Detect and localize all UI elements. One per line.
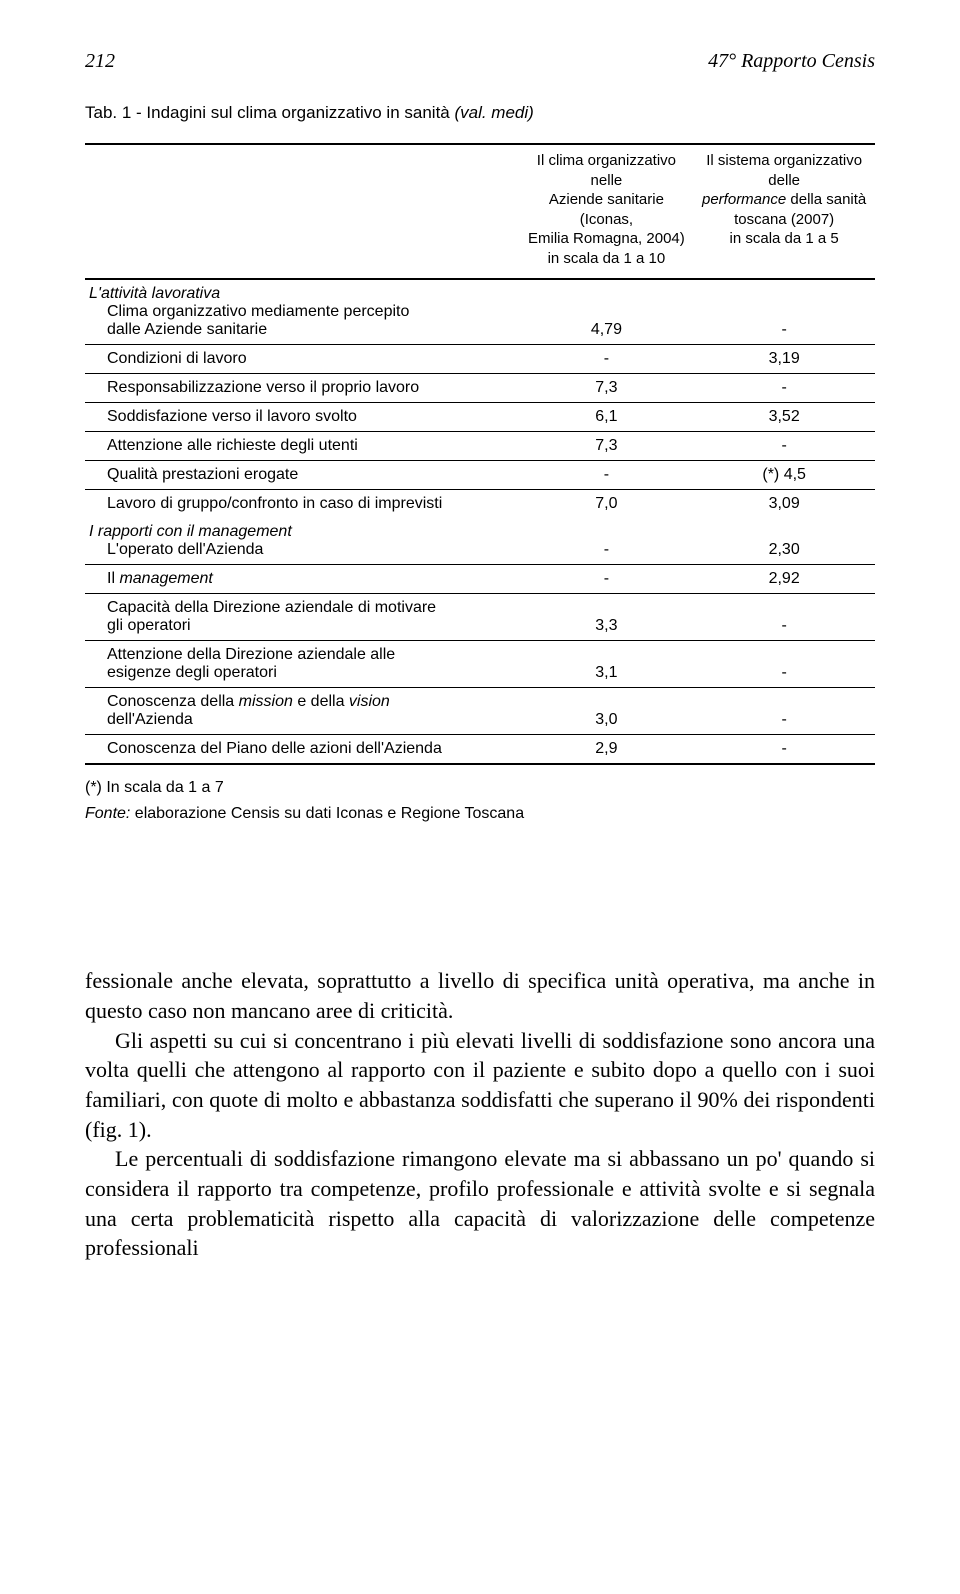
table-header-row: Il clima organizzativo nelleAziende sani… (85, 144, 875, 279)
row-label: Qualità prestazioni erogate (85, 461, 520, 490)
row-value-1: - (520, 518, 694, 565)
table-row: Responsabilizzazione verso il proprio la… (85, 374, 875, 403)
row-value-2: - (693, 374, 875, 403)
section-title: I rapporti con il management (89, 523, 516, 541)
footnote-source-label: Fonte: (85, 805, 130, 822)
row-value-1: 6,1 (520, 403, 694, 432)
row-value-2: - (693, 279, 875, 345)
row-value-2: 3,52 (693, 403, 875, 432)
row-label-text: Capacità della Direzione aziendale di mo… (89, 599, 516, 635)
row-value-2: - (693, 735, 875, 765)
row-value-2: - (693, 594, 875, 641)
row-value-2: - (693, 688, 875, 735)
row-label-text: Lavoro di gruppo/confronto in caso di im… (89, 495, 516, 513)
page-number: 212 (85, 50, 115, 73)
table-footnote: (*) In scala da 1 a 7 Fonte: elaborazion… (85, 775, 875, 826)
row-value-1: 3,3 (520, 594, 694, 641)
col-header-2: Il sistema organizzativo delleperformanc… (693, 144, 875, 279)
row-label: Attenzione della Direzione aziendale all… (85, 641, 520, 688)
row-value-2: - (693, 641, 875, 688)
row-value-1: - (520, 461, 694, 490)
row-label: Conoscenza del Piano delle azioni dell'A… (85, 735, 520, 765)
row-label: L'attività lavorativaClima organizzativo… (85, 279, 520, 345)
row-label-text: Condizioni di lavoro (89, 350, 516, 368)
row-label-text: Conoscenza della mission e della visiond… (89, 693, 516, 729)
row-label-text: Qualità prestazioni erogate (89, 466, 516, 484)
row-value-2: - (693, 432, 875, 461)
table-row: I rapporti con il managementL'operato de… (85, 518, 875, 565)
row-label-text: Responsabilizzazione verso il proprio la… (89, 379, 516, 397)
table-row: L'attività lavorativaClima organizzativo… (85, 279, 875, 345)
row-label: Condizioni di lavoro (85, 345, 520, 374)
row-label-text: Clima organizzativo mediamente percepito… (89, 303, 516, 339)
row-label: Attenzione alle richieste degli utenti (85, 432, 520, 461)
row-label: Responsabilizzazione verso il proprio la… (85, 374, 520, 403)
footnote-source-text: elaborazione Censis su dati Iconas e Reg… (130, 805, 524, 822)
table-row: Capacità della Direzione aziendale di mo… (85, 594, 875, 641)
row-label-text: Attenzione della Direzione aziendale all… (89, 646, 516, 682)
row-label: Soddisfazione verso il lavoro svolto (85, 403, 520, 432)
table-row: Lavoro di gruppo/confronto in caso di im… (85, 490, 875, 519)
col-header-empty (85, 144, 520, 279)
row-label: I rapporti con il managementL'operato de… (85, 518, 520, 565)
row-label: Capacità della Direzione aziendale di mo… (85, 594, 520, 641)
table-row: Attenzione alle richieste degli utenti7,… (85, 432, 875, 461)
row-label-text: L'operato dell'Azienda (89, 541, 516, 559)
row-value-1: 3,1 (520, 641, 694, 688)
row-label: Lavoro di gruppo/confronto in caso di im… (85, 490, 520, 519)
row-value-1: - (520, 345, 694, 374)
row-value-1: 7,3 (520, 432, 694, 461)
row-value-1: 2,9 (520, 735, 694, 765)
data-table: Il clima organizzativo nelleAziende sani… (85, 143, 875, 765)
footnote-line-1: (*) In scala da 1 a 7 (85, 775, 875, 801)
section-title: L'attività lavorativa (89, 285, 516, 303)
row-label: Il management (85, 565, 520, 594)
row-value-1: - (520, 565, 694, 594)
table-row: Condizioni di lavoro-3,19 (85, 345, 875, 374)
running-title: 47° Rapporto Censis (708, 50, 875, 73)
body-text: fessionale anche elevata, soprattutto a … (85, 966, 875, 1263)
body-paragraph: Le percentuali di soddisfazione rimangon… (85, 1144, 875, 1263)
table-caption: Tab. 1 - Indagini sul clima organizzativ… (85, 103, 875, 123)
caption-suffix: (val. medi) (454, 103, 533, 122)
body-paragraph: fessionale anche elevata, soprattutto a … (85, 966, 875, 1025)
row-value-1: 3,0 (520, 688, 694, 735)
table-row: Qualità prestazioni erogate-(*) 4,5 (85, 461, 875, 490)
caption-prefix: Tab. 1 - Indagini sul clima organizzativ… (85, 103, 454, 122)
row-label-text: Attenzione alle richieste degli utenti (89, 437, 516, 455)
row-value-2: (*) 4,5 (693, 461, 875, 490)
table-row: Il management-2,92 (85, 565, 875, 594)
row-value-1: 4,79 (520, 279, 694, 345)
row-value-2: 2,92 (693, 565, 875, 594)
table-row: Conoscenza del Piano delle azioni dell'A… (85, 735, 875, 765)
table-row: Conoscenza della mission e della visiond… (85, 688, 875, 735)
table-row: Attenzione della Direzione aziendale all… (85, 641, 875, 688)
page-header: 212 47° Rapporto Censis (85, 50, 875, 73)
row-label-text: Soddisfazione verso il lavoro svolto (89, 408, 516, 426)
row-label-text: Conoscenza del Piano delle azioni dell'A… (89, 740, 516, 758)
row-value-2: 2,30 (693, 518, 875, 565)
row-value-2: 3,19 (693, 345, 875, 374)
body-paragraph: Gli aspetti su cui si concentrano i più … (85, 1026, 875, 1145)
footnote-line-2: Fonte: elaborazione Censis su dati Icona… (85, 801, 875, 827)
row-value-1: 7,3 (520, 374, 694, 403)
row-label-text: Il management (89, 570, 516, 588)
table-row: Soddisfazione verso il lavoro svolto6,13… (85, 403, 875, 432)
row-label: Conoscenza della mission e della visiond… (85, 688, 520, 735)
row-value-2: 3,09 (693, 490, 875, 519)
col-header-1: Il clima organizzativo nelleAziende sani… (520, 144, 694, 279)
row-value-1: 7,0 (520, 490, 694, 519)
